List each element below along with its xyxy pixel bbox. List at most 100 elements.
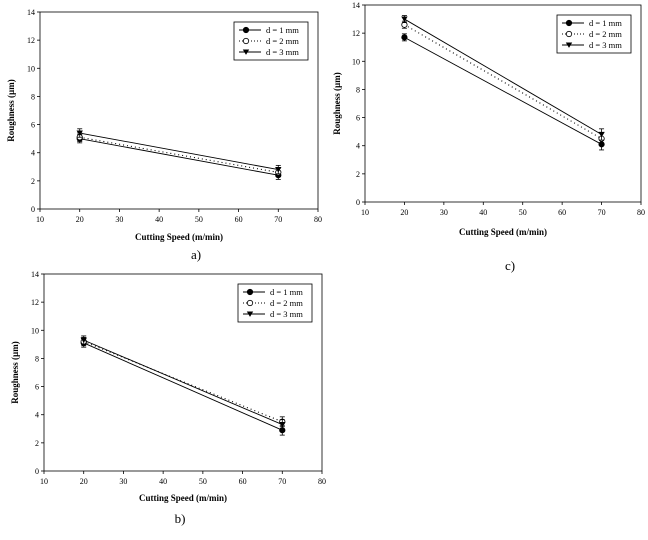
legend: d = 1 mmd = 2 mmd = 3 mm bbox=[237, 283, 313, 323]
plot-frame bbox=[364, 4, 642, 203]
x-tick-label: 80 bbox=[637, 208, 645, 217]
x-axis-title: Cutting Speed (m/min) bbox=[135, 232, 223, 242]
y-tick-label: 4 bbox=[31, 149, 35, 158]
y-tick-label: 14 bbox=[27, 8, 35, 17]
series-line bbox=[404, 36, 602, 145]
legend-label: d = 3 mm bbox=[270, 309, 303, 319]
y-tick-label: 12 bbox=[352, 29, 360, 38]
series-line bbox=[83, 342, 283, 431]
legend-marker bbox=[242, 37, 250, 45]
legend-label: d = 2 mm bbox=[266, 36, 299, 46]
x-tick-label: 50 bbox=[519, 208, 527, 217]
x-tick-label: 30 bbox=[119, 477, 127, 486]
y-tick-label: 4 bbox=[35, 411, 39, 420]
y-tick-label: 14 bbox=[352, 1, 360, 10]
chart-panel-2: 10 20 30 40 50 60 70 80 0 2 4 6 8 10 12 14 Cutting Speed… bbox=[10, 270, 326, 526]
y-tick-label: 2 bbox=[31, 177, 35, 186]
y-tick-label: 14 bbox=[31, 270, 39, 279]
series-line bbox=[79, 138, 279, 176]
x-tick-label: 10 bbox=[361, 208, 369, 217]
panel-label: b) bbox=[175, 511, 186, 526]
y-tick-label: 8 bbox=[356, 85, 360, 94]
x-tick-label: 40 bbox=[155, 215, 163, 224]
y-tick-label: 10 bbox=[27, 64, 35, 73]
y-tick-label: 8 bbox=[35, 354, 39, 363]
legend-label: d = 1 mm bbox=[266, 25, 299, 35]
x-tick-label: 70 bbox=[274, 215, 282, 224]
x-tick-label: 40 bbox=[159, 477, 167, 486]
series-1 bbox=[76, 134, 282, 180]
legend-marker bbox=[242, 49, 250, 55]
x-tick-label: 20 bbox=[76, 215, 84, 224]
data-point bbox=[598, 131, 605, 138]
x-tick-label: 50 bbox=[199, 477, 207, 486]
x-tick-label: 70 bbox=[598, 208, 606, 217]
series-line bbox=[404, 18, 602, 135]
x-tick-label: 50 bbox=[195, 215, 203, 224]
y-tick-label: 2 bbox=[35, 439, 39, 448]
data-point bbox=[80, 337, 87, 344]
plot-frame bbox=[43, 273, 323, 472]
x-tick-label: 10 bbox=[40, 477, 48, 486]
chart-panel-3: 10 20 30 40 50 60 70 80 0 2 4 6 8 10 12 14 Cutting Speed… bbox=[332, 1, 645, 273]
y-axis-title: Roughness (µm) bbox=[10, 341, 20, 403]
data-point bbox=[76, 130, 83, 136]
y-tick-label: 0 bbox=[356, 198, 360, 207]
x-tick-label: 40 bbox=[479, 208, 487, 217]
legend: d = 1 mmd = 2 mmd = 3 mm bbox=[556, 14, 632, 54]
y-tick-label: 4 bbox=[356, 142, 360, 151]
legend-label: d = 3 mm bbox=[266, 47, 299, 57]
y-tick-label: 10 bbox=[31, 326, 39, 335]
legend-marker bbox=[565, 42, 573, 48]
legend-marker bbox=[246, 288, 254, 296]
series-3 bbox=[80, 335, 286, 430]
legend-label: d = 2 mm bbox=[589, 29, 622, 39]
x-tick-label: 70 bbox=[278, 477, 286, 486]
data-point bbox=[275, 167, 282, 173]
plot-frame bbox=[39, 11, 319, 210]
x-tick-label: 60 bbox=[558, 208, 566, 217]
y-tick-label: 6 bbox=[35, 383, 39, 392]
data-point bbox=[401, 34, 408, 41]
legend-marker bbox=[246, 311, 254, 317]
y-tick-label: 0 bbox=[35, 467, 39, 476]
y-tick-label: 12 bbox=[31, 298, 39, 307]
x-tick-label: 30 bbox=[115, 215, 123, 224]
y-axis-title: Roughness (µm) bbox=[6, 79, 16, 141]
y-tick-label: 10 bbox=[352, 57, 360, 66]
series-3 bbox=[76, 128, 282, 175]
x-tick-label: 80 bbox=[314, 215, 322, 224]
y-axis-title: Roughness (µm) bbox=[332, 72, 342, 134]
x-tick-label: 60 bbox=[235, 215, 243, 224]
legend-marker bbox=[246, 299, 254, 307]
x-tick-label: 80 bbox=[318, 477, 326, 486]
y-tick-label: 8 bbox=[31, 92, 35, 101]
legend-label: d = 1 mm bbox=[589, 18, 622, 28]
y-tick-label: 12 bbox=[27, 36, 35, 45]
x-tick-label: 20 bbox=[80, 477, 88, 486]
series-line bbox=[79, 136, 279, 173]
legend-marker bbox=[242, 26, 250, 34]
legend-marker bbox=[565, 30, 573, 38]
legend-label: d = 2 mm bbox=[270, 298, 303, 308]
series-line bbox=[79, 132, 279, 171]
legend-label: d = 1 mm bbox=[270, 287, 303, 297]
data-point bbox=[279, 422, 286, 428]
y-tick-label: 6 bbox=[356, 114, 360, 123]
x-axis-title: Cutting Speed (m/min) bbox=[139, 493, 227, 503]
x-tick-label: 10 bbox=[36, 215, 44, 224]
series-line bbox=[83, 341, 283, 423]
panel-label: a) bbox=[191, 247, 201, 262]
chart-panel-1: 10 20 30 40 50 60 70 80 0 2 4 6 8 10 12 14 Cutting Speed… bbox=[6, 8, 322, 262]
legend: d = 1 mmd = 2 mmd = 3 mm bbox=[233, 21, 309, 61]
legend-marker bbox=[565, 19, 573, 27]
y-tick-label: 0 bbox=[31, 205, 35, 214]
series-1 bbox=[80, 338, 286, 436]
legend-label: d = 3 mm bbox=[589, 40, 622, 50]
x-tick-label: 60 bbox=[239, 477, 247, 486]
data-point bbox=[401, 16, 408, 22]
series-line bbox=[83, 339, 283, 425]
y-tick-label: 2 bbox=[356, 170, 360, 179]
x-tick-label: 20 bbox=[400, 208, 408, 217]
